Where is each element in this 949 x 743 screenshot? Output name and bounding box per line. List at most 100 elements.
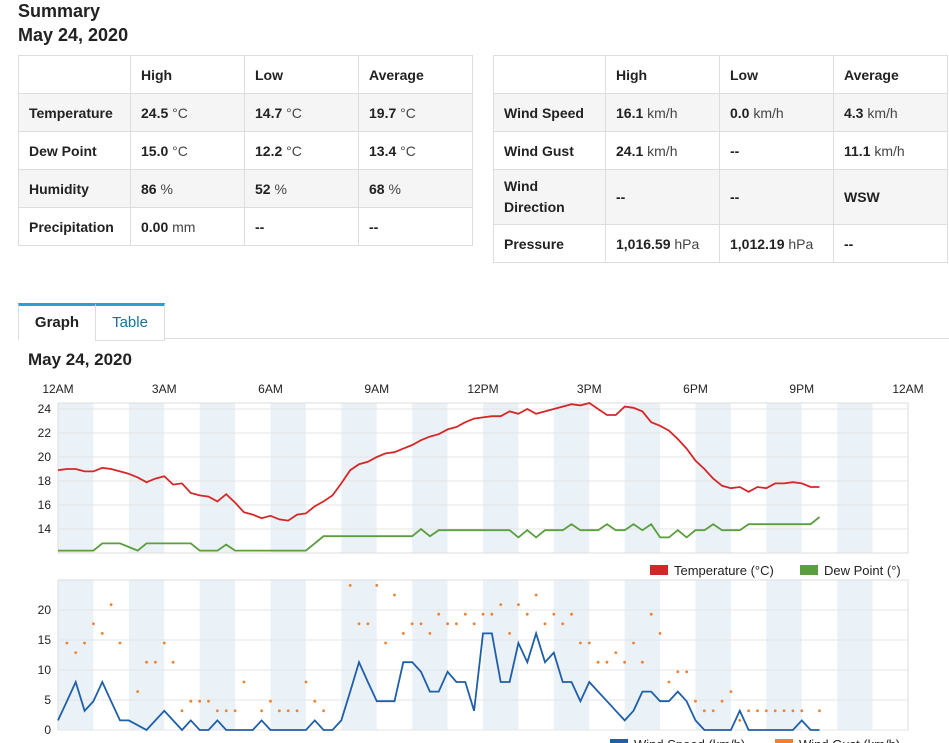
summary-table-right: High Low Average Wind Speed 16.1 km/h 0.0 km/… (493, 55, 948, 263)
cell-avg: -- (833, 224, 948, 263)
wind-gust-point (224, 709, 228, 713)
left-header-blank (18, 55, 131, 94)
wind-gust-point (180, 709, 184, 713)
y-tick-label: 20 (38, 603, 52, 617)
hour-band (695, 580, 731, 730)
left-header-low: Low (244, 55, 359, 94)
plot-frame (57, 402, 909, 554)
wind-gust-point (215, 709, 219, 713)
x-tick-label: 6AM (258, 382, 283, 396)
wind-gust-point (410, 622, 414, 626)
cell-low: 1,012.19 hPa (719, 224, 834, 263)
wind-gust-point (384, 641, 388, 645)
wind-gust-point (118, 641, 122, 645)
hour-band (412, 403, 448, 553)
wind-gust-point (83, 641, 86, 645)
table-row: Dew Point 15.0 °C 12.2 °C 13.4 °C (18, 131, 473, 170)
wind-gust-point (455, 622, 458, 626)
hour-band (270, 580, 306, 730)
legend-swatch (775, 739, 793, 743)
wind-gust-point (773, 709, 777, 713)
wind-gust-point (685, 670, 689, 674)
table-row: Humidity 86 % 52 % 68 % (18, 169, 473, 208)
hour-band (58, 580, 94, 730)
row-label: Dew Point (18, 131, 131, 170)
wind-gust-point (153, 660, 157, 664)
wind-gust-point (694, 699, 697, 703)
left-header-high: High (130, 55, 245, 94)
cell-high: -- (605, 169, 720, 225)
wind-gust-point (508, 632, 511, 635)
left-header-average: Average (358, 55, 473, 94)
wind-gust-point (171, 660, 175, 664)
wind-gust-point (286, 709, 290, 713)
summary-date: May 24, 2020 (18, 25, 129, 45)
wind-gust-point (419, 622, 423, 626)
wind-gust-point (649, 612, 653, 616)
wind-gust-point (756, 709, 759, 713)
hour-band (695, 403, 731, 553)
cell-avg: WSW (833, 169, 948, 225)
y-tick-label: 18 (38, 474, 52, 488)
hour-band (341, 580, 377, 730)
wind-gust-point (189, 699, 193, 703)
hour-band (837, 580, 873, 730)
hour-band (483, 403, 519, 553)
cell-high: 24.5 °C (130, 93, 245, 132)
legend-label: Dew Point (°) (824, 563, 901, 578)
x-tick-label: 9PM (789, 382, 814, 396)
y-tick-label: 0 (44, 723, 51, 737)
legend-label: Wind Speed (km/h) (634, 737, 745, 743)
cell-avg: 19.7 °C (358, 93, 473, 132)
hour-band (270, 403, 306, 553)
wind-gust-point (561, 622, 565, 626)
right-header-low: Low (719, 55, 834, 94)
table-row: Precipitation 0.00 mm -- -- (18, 207, 473, 246)
hour-band (128, 403, 165, 553)
row-label: Wind Gust (493, 131, 606, 170)
wind-gust-point (277, 709, 281, 713)
tab-graph[interactable]: Graph (18, 303, 96, 341)
cell-avg: 68 % (358, 169, 473, 208)
wind-gust-point (472, 622, 476, 626)
wind-gust-point (428, 632, 432, 635)
wind-gust-point (711, 709, 715, 713)
cell-low: 0.0 km/h (719, 93, 834, 132)
wind-gust-point (570, 612, 573, 616)
cell-high: 24.1 km/h (605, 131, 720, 170)
hour-band (766, 403, 802, 553)
tab-table[interactable]: Table (95, 303, 165, 341)
cell-avg: 13.4 °C (358, 131, 473, 170)
temperature-line (57, 402, 820, 522)
legend-swatch (800, 565, 818, 575)
table-row: Wind Direction -- -- WSW (493, 169, 948, 225)
cell-high: 1,016.59 hPa (605, 224, 720, 263)
y-tick-label: 10 (38, 663, 52, 677)
wind-gust-point (676, 670, 680, 674)
y-tick-label: 15 (38, 633, 52, 647)
wind-speed-line (57, 630, 820, 732)
wind-gust-point (437, 612, 441, 616)
wind-gust-point (738, 719, 742, 722)
row-label: Precipitation (18, 207, 131, 246)
table-row: Pressure 1,016.59 hPa 1,012.19 hPa -- (493, 224, 948, 263)
right-header-high: High (605, 55, 720, 94)
wind-gust-point (614, 651, 618, 654)
wind-gust-point (782, 709, 786, 713)
wind-gust-point (747, 709, 751, 713)
wind-gust-point (446, 622, 449, 626)
wind-gust-point (702, 709, 706, 713)
wind-gust-point (490, 612, 494, 616)
x-tick-label: 12AM (892, 382, 923, 396)
cell-avg: 11.1 km/h (833, 131, 948, 170)
wind-gust-point (791, 709, 795, 713)
wind-gust-point (525, 612, 529, 616)
wind-gust-point (578, 641, 582, 645)
table-row: Wind Speed 16.1 km/h 0.0 km/h 4.3 km/h (493, 93, 948, 132)
wind-gust-point (109, 603, 113, 606)
wind-gust-point (357, 622, 361, 626)
hour-band (199, 403, 236, 553)
cell-low: 14.7 °C (244, 93, 359, 132)
x-tick-label: 3PM (577, 382, 602, 396)
x-tick-label: 6PM (683, 382, 708, 396)
